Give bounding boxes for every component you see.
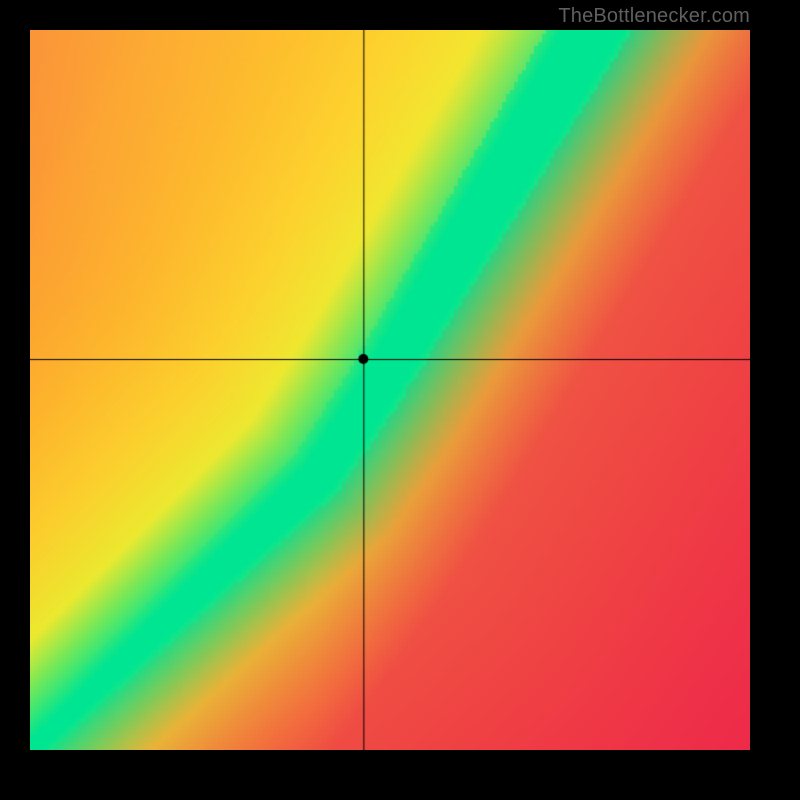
watermark-text: TheBottlenecker.com — [558, 5, 750, 28]
chart-container: TheBottlenecker.com — [0, 0, 800, 800]
plot-area — [30, 30, 750, 750]
heatmap-canvas — [30, 30, 750, 750]
